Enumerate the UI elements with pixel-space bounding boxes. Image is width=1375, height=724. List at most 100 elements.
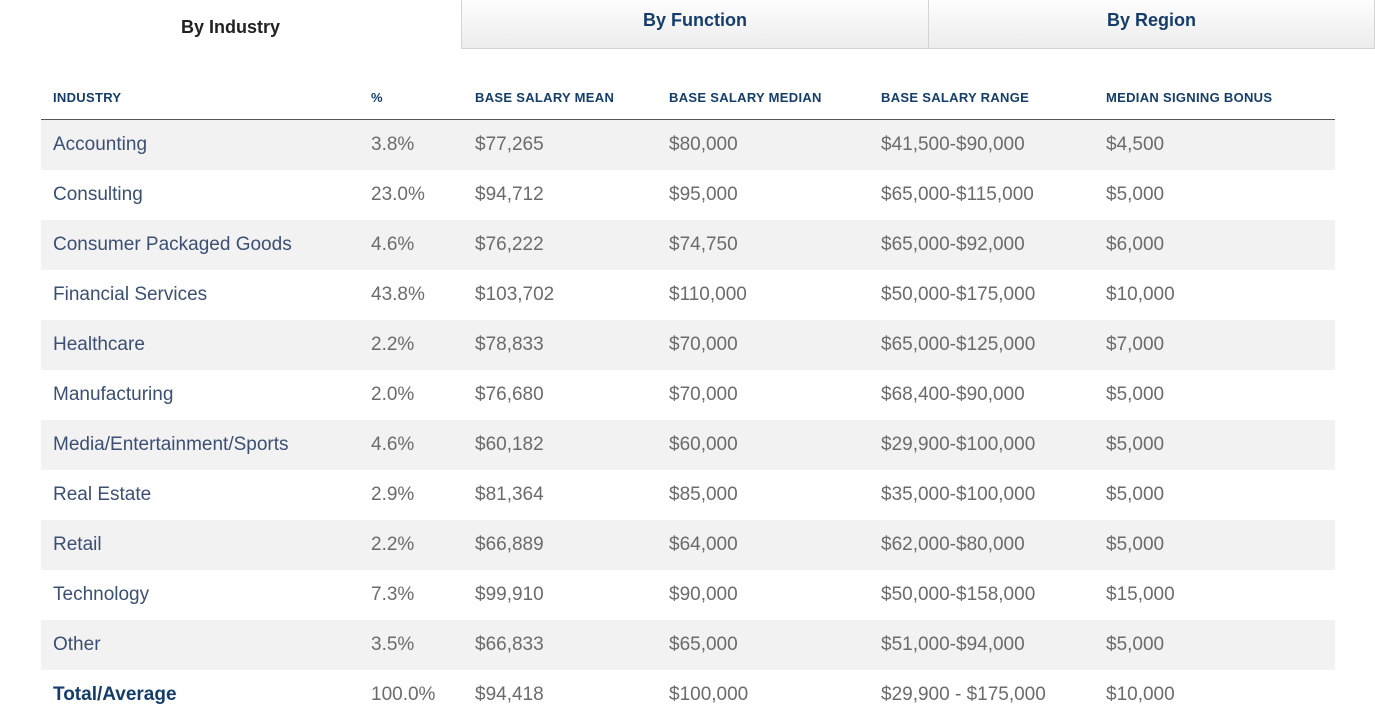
percent-cell: 4.6% [359,420,463,470]
table-row: Real Estate 2.9% $81,364 $85,000 $35,000-$10… [41,470,1335,520]
mean-cell: $76,680 [475,384,544,405]
table-row: Accounting 3.8% $77,265 $80,000 $41,500-$90,… [41,119,1335,170]
median-cell: $64,000 [657,520,869,570]
bonus-cell: $7,000 [1094,320,1335,370]
mean-cell: $103,702 [475,284,555,305]
mean-cell: $77,265 [463,119,657,170]
bonus-cell: $5,000 [1094,520,1335,570]
bonus-cell: $15,000 [1106,584,1175,605]
percent-cell: 2.2% [359,320,463,370]
bonus-cell: $5,000 [1094,420,1335,470]
median-cell: $80,000 [657,119,869,170]
total-mean: $94,418 [475,684,544,705]
percent-cell: 4.6% [359,220,463,270]
tab-by-industry-label: By Industry [180,16,281,37]
percent-cell: 2.9% [371,484,415,505]
industry-cell: Technology [53,584,150,605]
industry-cell: Healthcare [41,320,359,370]
bonus-cell: $4,500 [1094,119,1335,170]
percent-cell: 3.8% [359,119,463,170]
table-row-total: Total/Average 100.0% $94,418 $100,000 $2… [41,670,1335,720]
median-cell: $70,000 [657,320,869,370]
mean-cell: $60,182 [463,420,657,470]
tab-by-region[interactable]: By Region [928,0,1375,49]
tab-by-function[interactable]: By Function [461,0,929,49]
industry-cell: Real Estate [53,484,152,505]
header-base-salary-range: BASE SALARY RANGE [869,76,1094,120]
median-cell: $60,000 [657,420,869,470]
range-cell: $68,400-$90,000 [881,384,1025,405]
range-cell: $65,000-$125,000 [869,320,1094,370]
bonus-cell: $5,000 [1106,384,1165,405]
percent-cell: 7.3% [371,584,415,605]
median-cell: $85,000 [669,484,738,505]
percent-cell: 3.5% [359,620,463,670]
bonus-cell: $5,000 [1106,484,1165,505]
range-cell: $65,000-$115,000 [881,184,1034,205]
range-cell: $50,000-$158,000 [881,584,1036,605]
tab-by-industry[interactable]: By Industry [0,0,461,50]
industry-cell: Media/Entertainment/Sports [41,420,359,470]
header-industry: INDUSTRY [41,76,359,120]
range-cell: $35,000-$100,000 [881,484,1036,505]
header-percent: % [359,76,463,120]
table-row: Media/Entertainment/Sports 4.6% $60,182 $60… [41,420,1335,470]
median-cell: $95,000 [669,184,738,205]
mean-cell: $99,910 [475,584,544,605]
mean-cell: $81,364 [475,484,544,505]
percent-cell: 2.2% [359,520,463,570]
total-label: Total/Average [53,684,177,705]
bonus-cell: $6,000 [1094,220,1335,270]
table-row: Technology 7.3% $99,910 $90,000 $50,000-$158… [41,570,1335,620]
tab-by-region-label: By Region [1106,9,1196,30]
industry-cell: Consumer Packaged Goods [41,220,359,270]
table-row: Other 3.5% $66,833 $65,000 $51,000-$94,000 $5… [41,620,1335,670]
bonus-cell: $5,000 [1094,620,1335,670]
range-cell: $51,000-$94,000 [869,620,1094,670]
table-row: Retail 2.2% $66,889 $64,000 $62,000-$80,000 $… [41,520,1335,570]
bonus-cell: $5,000 [1106,184,1165,205]
mean-cell: $76,222 [463,220,657,270]
total-percent: 100.0% [371,684,436,705]
total-bonus: $10,000 [1106,684,1175,705]
range-cell: $50,000-$175,000 [881,284,1036,305]
bonus-cell: $10,000 [1106,284,1175,305]
header-base-salary-mean: BASE SALARY MEAN [463,76,657,120]
industry-cell: Other [41,620,359,670]
table-row: Healthcare 2.2% $78,833 $70,000 $65,000-$125… [41,320,1335,370]
percent-cell: 43.8% [371,284,425,305]
range-cell: $65,000-$92,000 [869,220,1094,270]
range-cell: $29,900-$100,000 [869,420,1094,470]
table-header-row: INDUSTRY % BASE SALARY MEAN BASE SALARY … [41,76,1335,120]
median-cell: $74,750 [657,220,869,270]
table-row: Financial Services 43.8% $103,702 $110,000 $… [41,270,1335,320]
tab-bar: By Industry By Function By Region [0,0,1375,50]
mean-cell: $66,833 [463,620,657,670]
industry-cell: Accounting [41,119,359,170]
total-median: $100,000 [669,684,749,705]
median-cell: $65,000 [657,620,869,670]
mean-cell: $94,712 [475,184,544,205]
median-cell: $90,000 [669,584,738,605]
industry-cell: Consulting [53,184,143,205]
median-cell: $70,000 [669,384,738,405]
percent-cell: 2.0% [371,384,415,405]
table-row: Consumer Packaged Goods 4.6% $76,222 $74,75… [41,220,1335,270]
range-cell: $62,000-$80,000 [869,520,1094,570]
total-range: $29,900 - $175,000 [881,684,1046,705]
header-median-signing-bonus: MEDIAN SIGNING BONUS [1094,76,1335,120]
header-base-salary-median: BASE SALARY MEDIAN [657,76,869,120]
percent-cell: 23.0% [371,184,425,205]
industry-cell: Manufacturing [53,384,174,405]
tab-by-function-label: By Function [643,9,747,30]
mean-cell: $66,889 [463,520,657,570]
industry-cell: Retail [41,520,359,570]
salary-by-industry-table: INDUSTRY % BASE SALARY MEAN BASE SALARY … [41,76,1335,720]
table-row: Consulting 23.0% $94,712 $95,000 $65,000-$11… [41,170,1335,220]
median-cell: $110,000 [669,284,747,305]
table-row: Manufacturing 2.0% $76,680 $70,000 $68,400-$… [41,370,1335,420]
mean-cell: $78,833 [463,320,657,370]
salary-table-container: INDUSTRY % BASE SALARY MEAN BASE SALARY … [41,76,1335,720]
industry-cell: Financial Services [53,284,208,305]
range-cell: $41,500-$90,000 [869,119,1094,170]
